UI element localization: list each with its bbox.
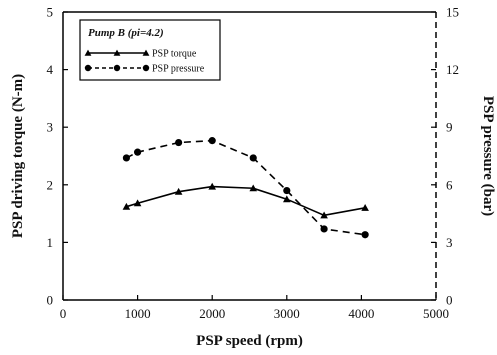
right-y-tick-label: 0 xyxy=(446,293,453,308)
legend-marker-pressure xyxy=(142,64,150,72)
y-tick-label: 0 xyxy=(47,293,54,308)
legend-label-torque: PSP torque xyxy=(152,49,197,60)
series-line-pressure xyxy=(126,139,366,236)
torque-point xyxy=(208,182,216,190)
y-axis-ticks: 0 1 2 3 4 5 xyxy=(47,5,68,308)
pressure-point xyxy=(122,154,131,162)
y-tick-label: 4 xyxy=(47,62,54,77)
torque-point xyxy=(283,195,291,203)
x-axis-label: PSP speed (rpm) xyxy=(196,333,303,349)
legend-box xyxy=(79,19,221,81)
legend-marker-torque xyxy=(113,49,121,56)
torque-point xyxy=(320,211,328,219)
right-y-tick-label: 6 xyxy=(446,177,453,192)
x-tick-label: 2000 xyxy=(199,306,225,321)
right-y-tick-label: 15 xyxy=(446,5,459,20)
x-tick-label: 0 xyxy=(60,306,67,321)
pressure-point xyxy=(175,138,183,147)
pressure-point xyxy=(320,225,328,233)
x-tick-label: 3000 xyxy=(274,306,300,321)
legend-title: Pump B (pi=4.2) xyxy=(88,27,164,39)
series-layer xyxy=(122,137,369,239)
y-tick-label: 5 xyxy=(47,5,54,20)
y-tick-label: 3 xyxy=(47,120,54,135)
series-line-torque xyxy=(126,185,366,217)
right-y-tick-label: 12 xyxy=(446,62,459,77)
legend-marker-pressure xyxy=(84,64,92,72)
pressure-point xyxy=(208,137,216,145)
legend-marker-torque xyxy=(84,49,92,56)
x-tick-label: 5000 xyxy=(423,306,449,321)
pressure-point xyxy=(361,231,369,239)
right-y-tick-label: 3 xyxy=(446,235,453,250)
legend: Pump B (pi=4.2) PSP torque PSP pressure xyxy=(79,19,221,81)
torque-point xyxy=(174,187,183,195)
right-y-tick-label: 9 xyxy=(446,120,453,135)
x-tick-label: 4000 xyxy=(348,306,374,321)
torque-point xyxy=(122,202,131,210)
x-axis-ticks: 0 1000 2000 3000 4000 5000 xyxy=(60,295,449,321)
y-tick-label: 1 xyxy=(47,235,54,250)
legend-marker-pressure xyxy=(113,64,121,72)
y-tick-label: 2 xyxy=(47,177,54,192)
right-y-axis-label: PSP pressure (bar) xyxy=(480,96,496,216)
pressure-point xyxy=(134,148,142,156)
legend-label-pressure: PSP pressure xyxy=(152,64,205,75)
torque-point xyxy=(133,199,142,207)
pressure-point xyxy=(283,186,291,195)
y-axis-label: PSP driving torque (N-m) xyxy=(10,74,26,238)
torque-point xyxy=(361,204,369,211)
right-y-axis-ticks: 0 3 6 9 12 15 xyxy=(431,5,459,308)
pressure-point xyxy=(249,154,257,162)
torque-point xyxy=(249,184,258,192)
x-tick-label: 1000 xyxy=(125,306,151,321)
legend-items: PSP torque PSP pressure xyxy=(84,49,205,75)
plot-frame xyxy=(62,11,437,301)
legend-marker-torque xyxy=(142,49,150,56)
